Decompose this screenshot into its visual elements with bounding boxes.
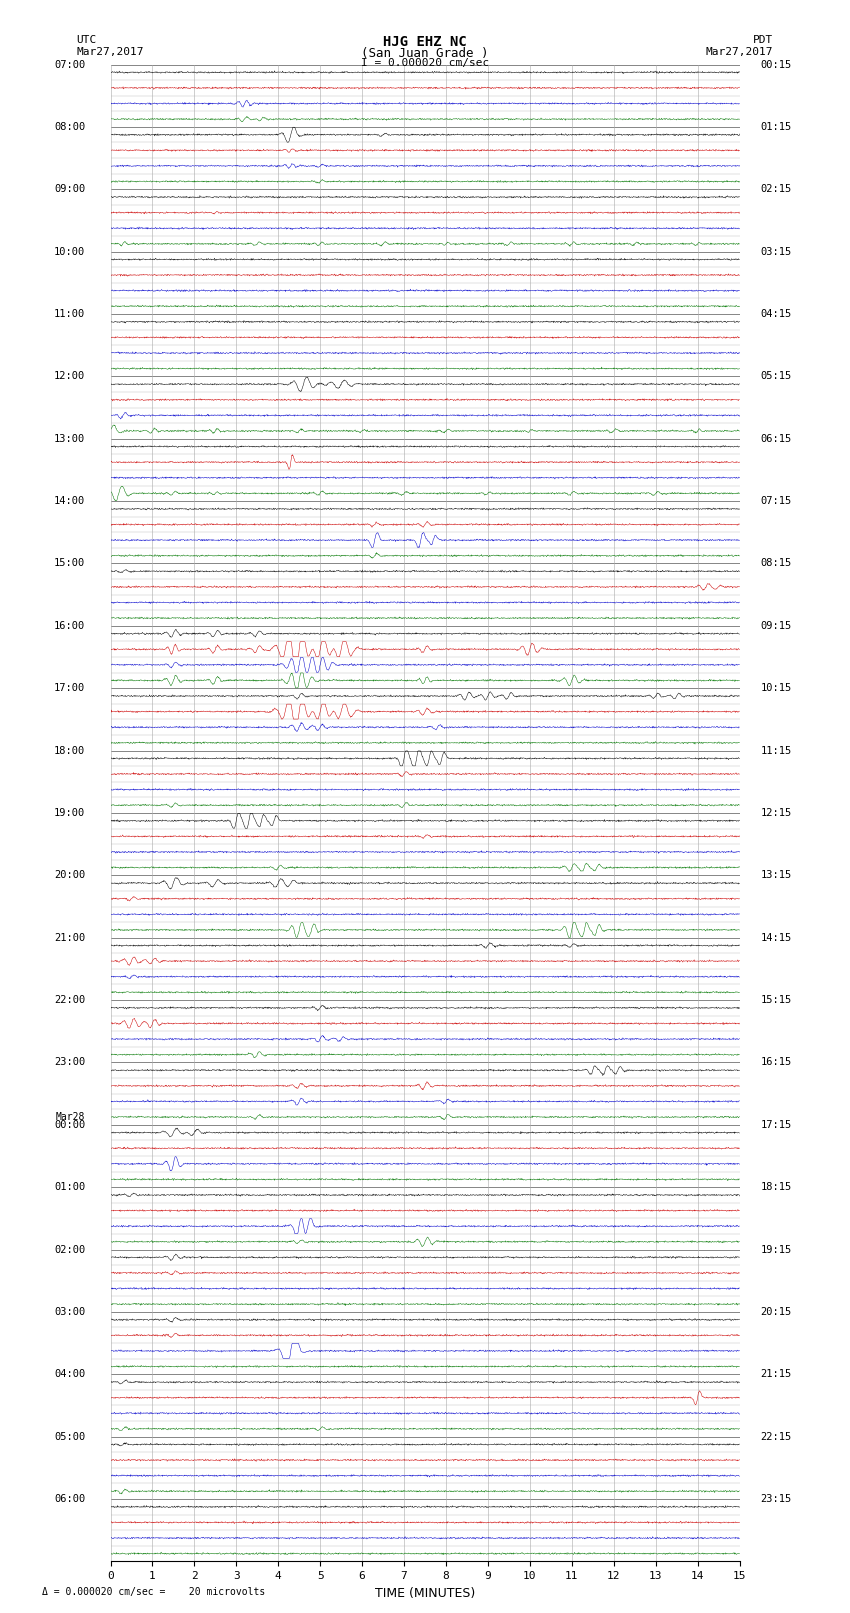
Text: 10:15: 10:15 [761, 684, 791, 694]
Text: 19:00: 19:00 [54, 808, 85, 818]
Text: 13:15: 13:15 [761, 871, 791, 881]
Text: 23:00: 23:00 [54, 1058, 85, 1068]
Text: 01:15: 01:15 [761, 123, 791, 132]
Text: 08:15: 08:15 [761, 558, 791, 568]
Text: 18:00: 18:00 [54, 745, 85, 755]
Text: 02:00: 02:00 [54, 1245, 85, 1255]
Text: 20:00: 20:00 [54, 871, 85, 881]
Text: 19:15: 19:15 [761, 1245, 791, 1255]
Text: 04:00: 04:00 [54, 1369, 85, 1379]
Text: Mar27,2017: Mar27,2017 [76, 47, 144, 56]
Text: 10:00: 10:00 [54, 247, 85, 256]
Text: 15:00: 15:00 [54, 558, 85, 568]
Text: PDT: PDT [753, 35, 774, 45]
Text: 04:15: 04:15 [761, 310, 791, 319]
Text: 16:00: 16:00 [54, 621, 85, 631]
Text: 15:15: 15:15 [761, 995, 791, 1005]
Text: Mar27,2017: Mar27,2017 [706, 47, 774, 56]
Text: 18:15: 18:15 [761, 1182, 791, 1192]
Text: 22:00: 22:00 [54, 995, 85, 1005]
Text: 05:00: 05:00 [54, 1432, 85, 1442]
Text: 14:00: 14:00 [54, 497, 85, 506]
Text: 05:15: 05:15 [761, 371, 791, 381]
Text: 17:15: 17:15 [761, 1119, 791, 1129]
Text: 01:00: 01:00 [54, 1182, 85, 1192]
Text: 21:15: 21:15 [761, 1369, 791, 1379]
X-axis label: TIME (MINUTES): TIME (MINUTES) [375, 1587, 475, 1600]
Text: (San Juan Grade ): (San Juan Grade ) [361, 47, 489, 60]
Text: 13:00: 13:00 [54, 434, 85, 444]
Text: 20:15: 20:15 [761, 1307, 791, 1316]
Text: 09:15: 09:15 [761, 621, 791, 631]
Text: UTC: UTC [76, 35, 97, 45]
Text: I = 0.000020 cm/sec: I = 0.000020 cm/sec [361, 58, 489, 68]
Text: 02:15: 02:15 [761, 184, 791, 194]
Text: 07:15: 07:15 [761, 497, 791, 506]
Text: 00:15: 00:15 [761, 60, 791, 69]
Text: 11:00: 11:00 [54, 310, 85, 319]
Text: HJG EHZ NC: HJG EHZ NC [383, 35, 467, 50]
Text: 16:15: 16:15 [761, 1058, 791, 1068]
Text: 09:00: 09:00 [54, 184, 85, 194]
Text: 12:15: 12:15 [761, 808, 791, 818]
Text: Δ = 0.000020 cm/sec =    20 microvolts: Δ = 0.000020 cm/sec = 20 microvolts [42, 1587, 266, 1597]
Text: 06:00: 06:00 [54, 1494, 85, 1503]
Text: 21:00: 21:00 [54, 932, 85, 942]
Text: 08:00: 08:00 [54, 123, 85, 132]
Text: 23:15: 23:15 [761, 1494, 791, 1503]
Text: 22:15: 22:15 [761, 1432, 791, 1442]
Text: 12:00: 12:00 [54, 371, 85, 381]
Text: 07:00: 07:00 [54, 60, 85, 69]
Text: 03:15: 03:15 [761, 247, 791, 256]
Text: 03:00: 03:00 [54, 1307, 85, 1316]
Text: 11:15: 11:15 [761, 745, 791, 755]
Text: 00:00: 00:00 [54, 1119, 85, 1129]
Text: 14:15: 14:15 [761, 932, 791, 942]
Text: 17:00: 17:00 [54, 684, 85, 694]
Text: Mar28: Mar28 [56, 1113, 85, 1123]
Text: 06:15: 06:15 [761, 434, 791, 444]
